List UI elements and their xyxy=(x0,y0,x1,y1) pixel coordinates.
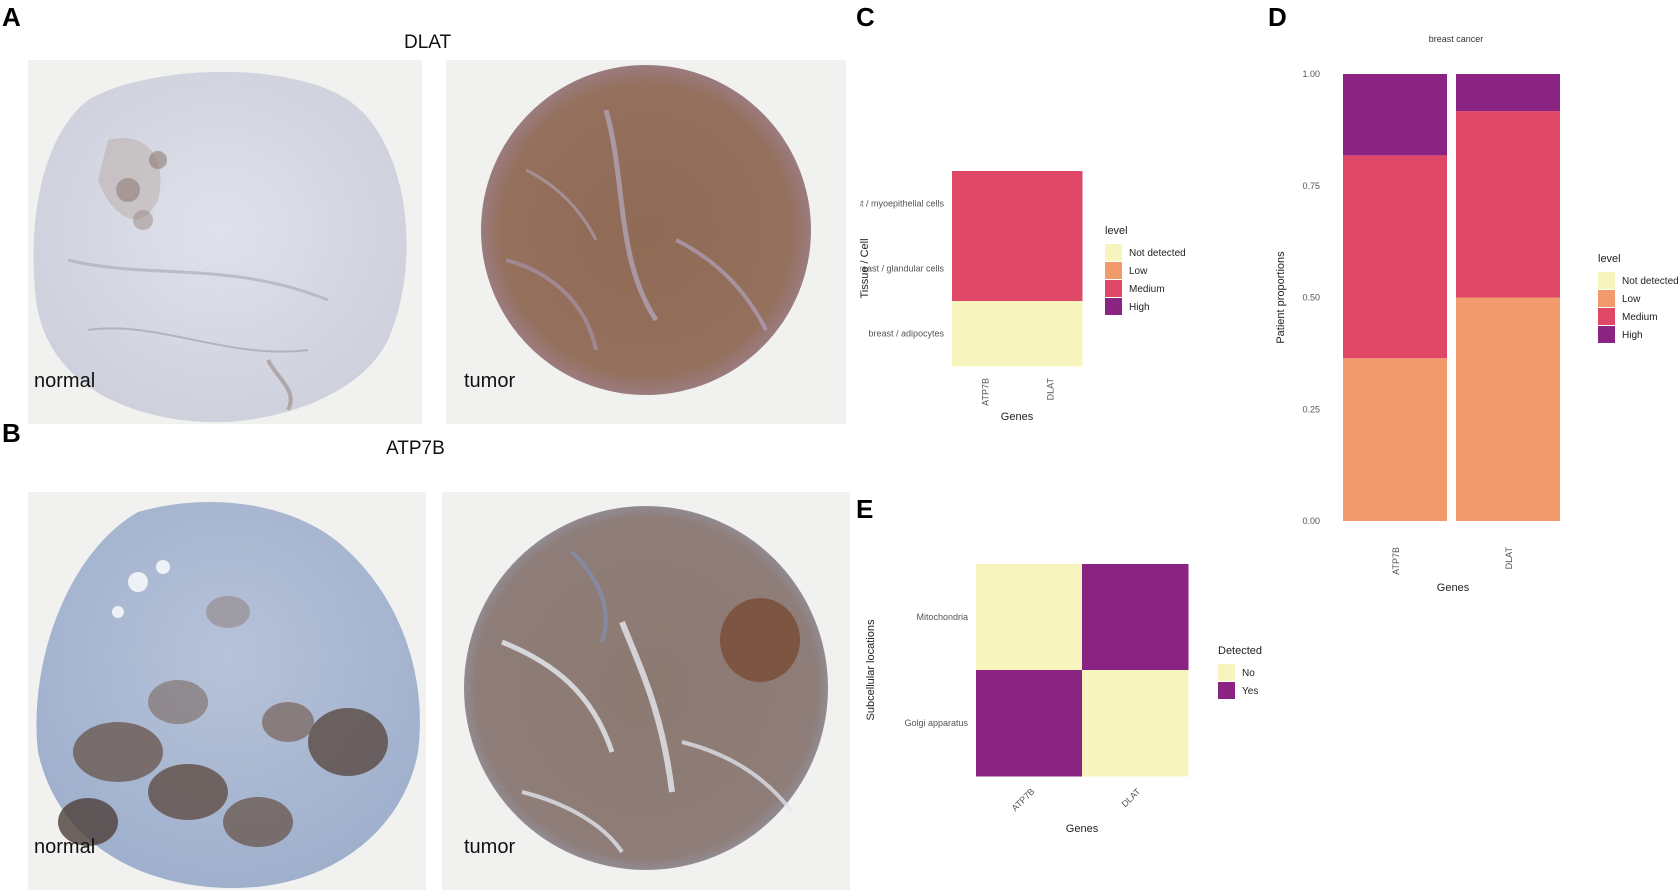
atp7b-tumor-caption: tumor xyxy=(464,836,516,858)
d-xtick-dlat: DLAT xyxy=(1504,547,1514,570)
e-legend-swatch-no xyxy=(1218,664,1235,681)
e-ylabel: Subcellular locations xyxy=(865,619,877,720)
dlat-tumor-caption: tumor xyxy=(464,370,516,392)
atp7b-tumor-tissue-image: tumor xyxy=(442,492,850,890)
panel-label-c: C xyxy=(856,2,875,32)
atp7b-normal-tissue-image: normal xyxy=(28,492,426,890)
d-legend-label-medium: Medium xyxy=(1622,312,1658,323)
c-ytick-breast-adipocytes: breast / adipocytes xyxy=(868,329,944,339)
d-legend-swatch-not-detected xyxy=(1598,272,1615,289)
patient-proportions-stacked-bar-chart: breast cancer 0.00 0.25 0.50 0.75 1.00 ATP7B DL… xyxy=(1275,34,1679,594)
c-xtick-atp7b: ATP7B xyxy=(981,378,991,406)
c-xlabel: Genes xyxy=(1001,411,1034,423)
d-xtick-atp7b: ATP7B xyxy=(1391,547,1401,575)
c-legend-label-high: High xyxy=(1129,302,1150,313)
d-bar-dlat-low xyxy=(1456,297,1560,521)
c-cell-breast-myoepithelial-cells-dlat xyxy=(1017,171,1083,237)
d-bar-dlat-medium xyxy=(1456,111,1560,298)
d-bar-atp7b-medium xyxy=(1343,155,1447,359)
c-ylabel: Tissue / Cell xyxy=(860,238,871,298)
e-legend-title: Detected xyxy=(1218,645,1262,657)
d-bar-dlat-high xyxy=(1456,74,1560,112)
tissue-cell-heatmap: breast / myoepithelial cells breast / gla… xyxy=(860,171,1186,423)
c-cell-breast-glandular-cells-dlat xyxy=(1017,236,1083,302)
c-cell-breast-adipocytes-dlat xyxy=(1017,301,1083,367)
d-bar-atp7b-low xyxy=(1343,358,1447,521)
c-legend-swatch-low xyxy=(1105,262,1122,279)
e-cell-mitochondria-dlat xyxy=(1082,564,1189,671)
c-legend-label-medium: Medium xyxy=(1129,284,1165,295)
d-ytick-1-00: 1.00 xyxy=(1302,69,1320,79)
d-legend-swatch-high xyxy=(1598,326,1615,343)
panel-label-a: A xyxy=(2,2,21,32)
dlat-normal-caption: normal xyxy=(34,370,96,392)
c-legend-swatch-high xyxy=(1105,298,1122,315)
c-legend-swatch-not-detected xyxy=(1105,244,1122,261)
dlat-tumor-tissue-image: tumor xyxy=(446,60,846,424)
c-legend-swatch-medium xyxy=(1105,280,1122,297)
subcellular-locations-heatmap: Mitochondria Golgi apparatus ATP7B DLAT Gene… xyxy=(865,564,1262,835)
panel-label-e: E xyxy=(856,494,874,524)
e-xtick-dlat: DLAT xyxy=(1120,786,1143,809)
c-legend-title: level xyxy=(1105,225,1128,237)
e-xtick-atp7b: ATP7B xyxy=(1010,786,1037,813)
d-ylabel: Patient proportions xyxy=(1275,251,1287,344)
c-legend-label-low: Low xyxy=(1129,266,1148,277)
d-legend-label-high: High xyxy=(1622,330,1643,341)
e-xlabel: Genes xyxy=(1066,823,1099,835)
panel-label-b: B xyxy=(2,418,21,448)
c-cell-breast-glandular-cells-atp7b xyxy=(952,236,1018,302)
c-xtick-dlat: DLAT xyxy=(1046,378,1056,401)
c-cell-breast-myoepithelial-cells-atp7b xyxy=(952,171,1018,237)
d-legend-label-not-detected: Not detected xyxy=(1622,276,1679,287)
e-cell-golgi-apparatus-atp7b xyxy=(976,670,1083,777)
e-legend-label-yes: Yes xyxy=(1242,686,1258,697)
e-ytick-mitochondria: Mitochondria xyxy=(916,612,968,622)
d-legend-swatch-medium xyxy=(1598,308,1615,325)
atp7b-normal-caption: normal xyxy=(34,836,96,858)
e-cell-golgi-apparatus-dlat xyxy=(1082,670,1189,777)
d-bar-atp7b-high xyxy=(1343,74,1447,156)
panel-label-d: D xyxy=(1268,2,1287,32)
c-ytick-breast-myoepithelial-cells: breast / myoepithelial cells xyxy=(860,199,944,209)
d-ytick-0-75: 0.75 xyxy=(1302,181,1320,191)
panel-b-gene-title: ATP7B xyxy=(386,438,445,459)
c-legend-label-not-detected: Not detected xyxy=(1129,248,1186,259)
c-cell-breast-adipocytes-atp7b xyxy=(952,301,1018,367)
e-ytick-golgi-apparatus: Golgi apparatus xyxy=(904,718,968,728)
d-ytick-0-25: 0.25 xyxy=(1302,404,1320,414)
d-xlabel: Genes xyxy=(1437,582,1470,594)
d-legend-title: level xyxy=(1598,253,1621,265)
c-ytick-breast-glandular-cells: breast / glandular cells xyxy=(860,264,944,274)
e-cell-mitochondria-atp7b xyxy=(976,564,1083,671)
d-legend-swatch-low xyxy=(1598,290,1615,307)
e-legend-swatch-yes xyxy=(1218,682,1235,699)
d-title: breast cancer xyxy=(1429,34,1484,44)
d-ytick-0-50: 0.50 xyxy=(1302,293,1320,303)
d-ytick-0-00: 0.00 xyxy=(1302,516,1320,526)
e-legend-label-no: No xyxy=(1242,668,1255,679)
panel-a-gene-title: DLAT xyxy=(404,32,452,53)
d-legend-label-low: Low xyxy=(1622,294,1641,305)
dlat-normal-tissue-image: normal xyxy=(28,60,422,424)
